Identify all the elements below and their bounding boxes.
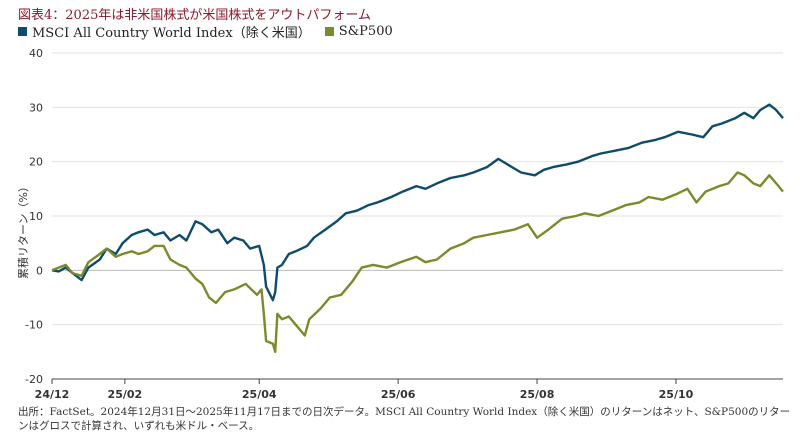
x-axis: 24/12 25/02 25/04 25/06 25/08 25/10 (35, 378, 783, 400)
line-chart: -20 -10 0 10 20 30 40 24/12 25/02 25/04 25/06 25/0… (16, 47, 784, 400)
legend-swatch-sp500 (324, 27, 334, 36)
y-tick-label-30: 30 (29, 101, 43, 114)
x-tick-label-25/06: 25/06 (381, 388, 416, 400)
series-lines (51, 103, 784, 353)
y-tick-label-0: 0 (36, 264, 43, 277)
source-note: 出所：FactSet。2024年12月31日～2025年11月17日までの日次デ… (18, 406, 791, 432)
chart-title: 図表4：2025年は非米国株式が米国株式をアウトパフォーム (18, 8, 371, 23)
y-tick-labels: -20 -10 0 10 20 30 40 (25, 47, 43, 386)
legend-item-sp500: S&P500 (324, 24, 393, 39)
chart-legend: MSCI All Country World Index（除く米国） S&P50… (18, 22, 407, 41)
x-tick-label-25/10: 25/10 (659, 388, 694, 400)
x-tick-label-25/08: 25/08 (520, 388, 555, 400)
y-tick-label-10: 10 (29, 210, 43, 223)
legend-item-msci: MSCI All Country World Index（除く米国） (18, 22, 311, 41)
y-tick-label--10: -10 (25, 319, 43, 332)
y-axis-label: 累積リターン（%） (16, 181, 30, 279)
legend-swatch-msci (18, 27, 27, 36)
y-tick-label--20: -20 (25, 373, 43, 386)
x-tick-label-25/02: 25/02 (108, 388, 143, 400)
series-line-msci (51, 103, 784, 302)
legend-label-sp500: S&P500 (338, 24, 393, 39)
x-tick-label-24/12: 24/12 (35, 388, 70, 400)
y-tick-label-40: 40 (29, 47, 43, 60)
series-line-sp500 (51, 171, 784, 353)
y-tick-label-20: 20 (29, 156, 43, 169)
gridlines (52, 52, 783, 380)
x-tick-label-25/04: 25/04 (242, 388, 277, 400)
legend-label-msci: MSCI All Country World Index（除く米国） (32, 26, 311, 41)
